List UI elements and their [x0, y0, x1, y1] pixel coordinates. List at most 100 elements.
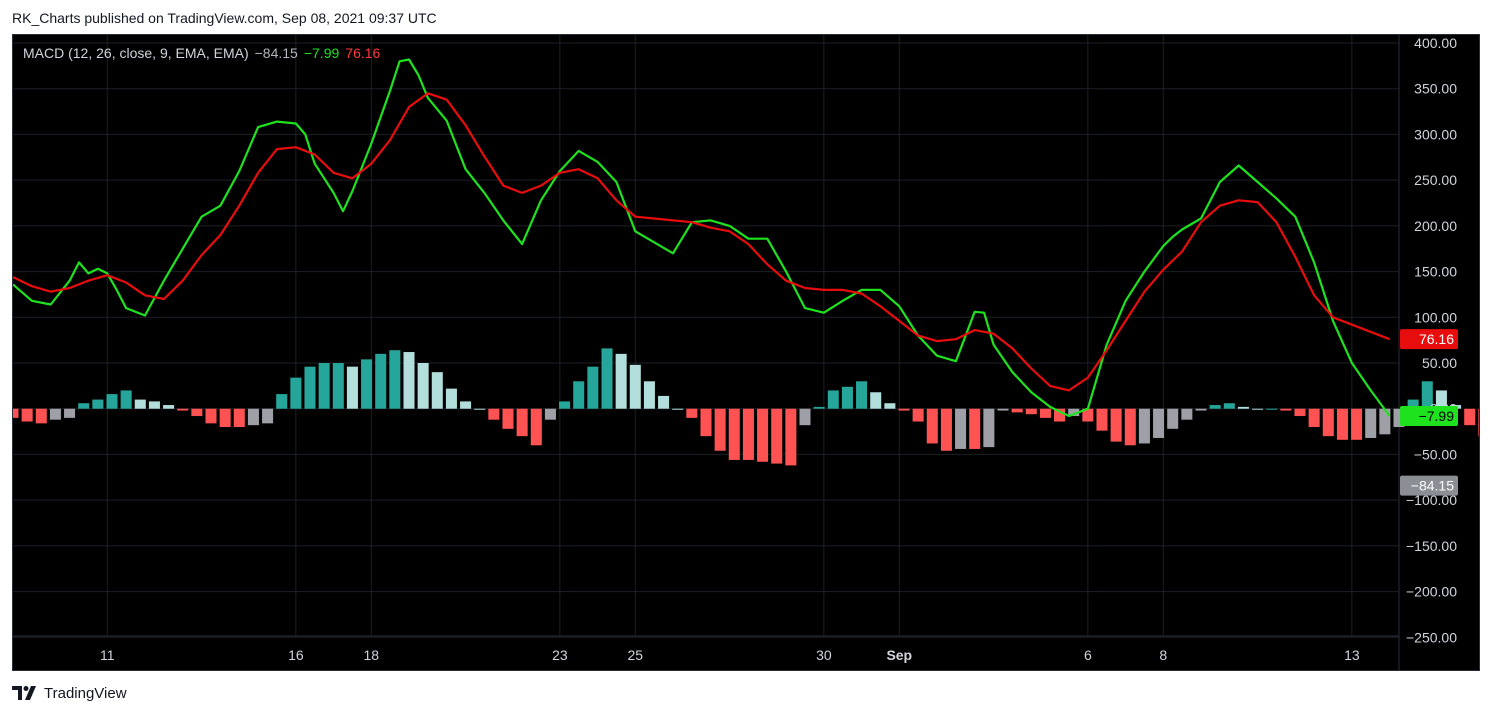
histogram-bar — [1464, 408, 1476, 426]
time-axis-label: 6 — [1084, 647, 1092, 663]
price-axis-label: −200.00 — [1406, 584, 1457, 600]
time-axis-label: 23 — [552, 647, 568, 663]
macd-legend[interactable]: MACD (12, 26, close, 9, EMA, EMA) −84.15−… — [23, 45, 386, 61]
histogram-bar — [757, 408, 769, 462]
histogram-value-label-bg — [1400, 475, 1458, 496]
histogram-bar — [1025, 408, 1037, 415]
histogram-bar — [460, 401, 472, 409]
price-axis-label: −250.00 — [1406, 629, 1457, 645]
histogram-bar — [728, 408, 740, 460]
histogram-bar — [431, 372, 443, 409]
histogram-bar — [926, 408, 938, 444]
signal-line — [13, 92, 1390, 392]
price-axis-label: −50.00 — [1414, 446, 1457, 462]
histogram-bar — [559, 401, 571, 409]
histogram-bar — [841, 386, 853, 409]
histogram-bar — [191, 408, 203, 417]
price-axis-label: 300.00 — [1414, 126, 1457, 142]
macd-chart-pane[interactable]: 400.00 350.00 300.00 250.00 200.00 150.00 100.… — [12, 34, 1480, 671]
histogram-bar — [544, 408, 556, 420]
series-lines — [13, 58, 1391, 418]
macd-chart-svg[interactable]: 400.00 350.00 300.00 250.00 200.00 150.00 100.… — [13, 35, 1479, 670]
time-axis-label: Sep — [886, 647, 912, 663]
histogram-bar — [64, 408, 76, 418]
histogram-bar — [771, 408, 783, 464]
legend-study-title: MACD (12, 26, close, 9, EMA, EMA) — [23, 45, 249, 61]
histogram-bar — [1252, 408, 1264, 410]
histogram-bar — [1039, 408, 1051, 418]
histogram-bar — [1435, 390, 1447, 409]
histogram-bar — [403, 352, 415, 409]
time-axis-label: 11 — [100, 647, 115, 663]
price-axis[interactable]: 400.00 350.00 300.00 250.00 200.00 150.00 100.… — [1406, 35, 1457, 645]
histogram-value-label-text: −84.15 — [1411, 478, 1454, 494]
footer-branding[interactable]: TradingView — [12, 683, 127, 703]
histogram-bar — [1308, 408, 1320, 428]
macd-value-label-text: −7.99 — [1419, 408, 1455, 424]
histogram-bar — [134, 399, 146, 409]
histogram-bar — [940, 408, 952, 451]
histogram-bar — [1153, 408, 1165, 438]
histogram-bar — [1266, 408, 1278, 410]
histogram-bar — [1167, 408, 1179, 429]
time-axis[interactable]: 11 16 18 23 25 30 Sep 6 8 13 — [100, 647, 1360, 663]
histogram-bar — [276, 394, 288, 409]
histogram-bar — [884, 403, 896, 409]
histogram-bar — [35, 408, 47, 424]
price-axis-label: 150.00 — [1414, 264, 1457, 280]
histogram-bar — [672, 408, 684, 410]
histogram-bar — [346, 366, 358, 409]
legend-macd-value: −7.99 — [303, 45, 340, 61]
macd-value-label-bg — [1400, 406, 1458, 427]
histogram-bar — [799, 408, 811, 426]
time-axis-label: 16 — [288, 647, 304, 663]
histogram-bar — [148, 401, 160, 409]
last-value-labels: 76.16 −7.99 −84.15 — [1400, 329, 1458, 496]
histogram-bar — [898, 408, 910, 411]
tradingview-logo-icon — [12, 686, 36, 700]
histogram-value-label: −84.15 — [1400, 475, 1458, 496]
histogram-bar — [1195, 408, 1207, 411]
legend-hist-value: −84.15 — [254, 45, 298, 61]
histogram-bar — [1280, 408, 1292, 411]
histogram-bar — [1011, 408, 1023, 413]
price-axis-label: 100.00 — [1414, 309, 1457, 325]
histogram-bar — [375, 353, 387, 409]
histogram-bar — [827, 390, 839, 409]
histogram-bar — [78, 403, 90, 409]
histogram-bar — [856, 381, 868, 409]
histogram-bar — [658, 395, 670, 409]
histogram-bar — [912, 408, 924, 422]
histogram-bar — [304, 366, 316, 409]
histogram-bar — [629, 364, 641, 409]
histogram-bar — [955, 408, 967, 449]
histogram-bar — [502, 408, 514, 429]
price-axis-label: 200.00 — [1414, 218, 1457, 234]
time-axis-label: 25 — [627, 647, 643, 663]
price-axis-label: −150.00 — [1406, 538, 1457, 554]
histogram-bar — [1407, 399, 1419, 409]
histogram-bar — [1124, 408, 1136, 446]
histogram-bar — [120, 390, 132, 409]
histogram-bar — [1082, 408, 1094, 422]
histogram-bar — [983, 408, 995, 448]
macd-line — [13, 58, 1391, 418]
publish-caption: RK_Charts published on TradingView.com, … — [12, 10, 437, 26]
histogram-bar — [488, 408, 500, 420]
histogram-bar — [997, 408, 1009, 411]
price-axis-label: 350.00 — [1414, 81, 1457, 97]
histogram-bar — [177, 408, 189, 411]
histogram-bar — [106, 394, 118, 409]
histogram-bar — [474, 408, 486, 410]
histogram-bar — [389, 350, 401, 409]
histogram-bar — [1138, 408, 1150, 444]
histogram-bar — [870, 392, 882, 409]
price-axis-label: −100.00 — [1406, 492, 1457, 508]
histogram-bar — [1322, 408, 1334, 437]
signal-value-label: 76.16 — [1400, 329, 1458, 350]
histogram-bar — [1379, 408, 1391, 435]
macd-value-label: −7.99 — [1400, 406, 1458, 427]
histogram-bar — [417, 363, 429, 409]
histogram-bar — [1294, 408, 1306, 417]
histogram-bar — [1110, 408, 1122, 442]
